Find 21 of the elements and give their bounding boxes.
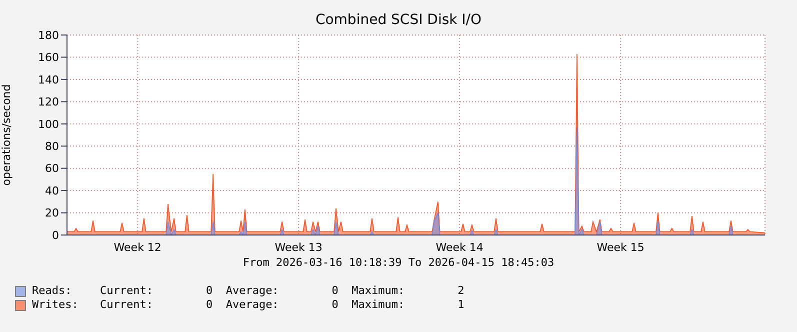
y-tick-label: 160 (38, 51, 59, 64)
y-tick-label: 0 (52, 228, 59, 242)
legend-label: Writes: (32, 298, 80, 312)
y-tick-label: 80 (45, 140, 59, 154)
text: From 2026-03-16 10:18:39 To 2026-04-15 18:45:03 (242, 256, 556, 269)
text: Current: 0 Average: 0 Maximum: 2 (100, 284, 464, 298)
y-tick-label: 20 (45, 206, 59, 220)
y-axis-title: operations/second (0, 84, 13, 186)
x-tick-label: Week 15 (596, 240, 644, 254)
x-tick-label: Week 12 (114, 240, 162, 254)
y-tick-label: 180 (38, 28, 59, 42)
x-tick-label: Week 13 (274, 240, 322, 254)
chart-title: Combined SCSI Disk I/O (314, 12, 483, 28)
y-tick-label: 120 (38, 96, 59, 109)
y-tick-label: 140 (38, 73, 59, 86)
y-tick-label: 100 (38, 118, 59, 131)
legend-label: Reads: (32, 284, 73, 298)
y-tick-label: 60 (45, 162, 59, 176)
y-tick-label: 40 (45, 184, 59, 198)
x-tick-label: Week 14 (436, 240, 484, 254)
text: Current: 0 Average: 0 Maximum: 1 (100, 298, 464, 312)
